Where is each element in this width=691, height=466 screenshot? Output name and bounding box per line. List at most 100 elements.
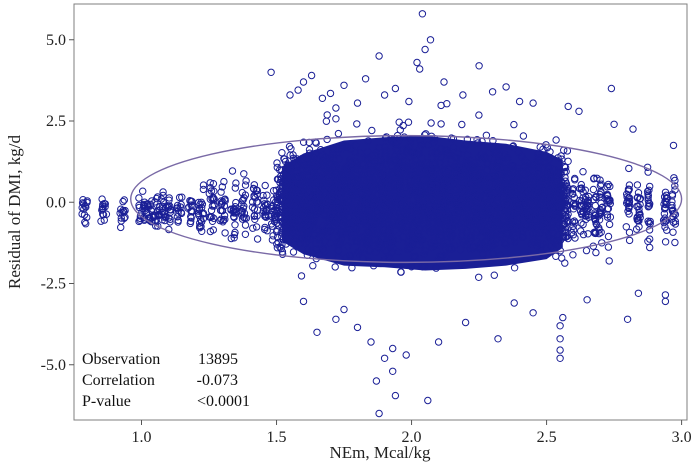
data-point bbox=[332, 315, 340, 323]
scatter-point bbox=[551, 216, 559, 224]
scatter-point bbox=[532, 230, 540, 238]
scatter-point bbox=[291, 190, 300, 198]
data-point bbox=[488, 88, 497, 96]
data-point bbox=[475, 62, 483, 70]
scatter-point bbox=[165, 194, 173, 202]
scatter-point bbox=[442, 146, 450, 154]
scatter-point bbox=[153, 193, 162, 201]
scatter-point bbox=[400, 133, 408, 141]
scatter-point bbox=[597, 180, 605, 188]
scatter-point bbox=[78, 210, 86, 218]
scatter-point bbox=[518, 168, 527, 177]
scatter-point bbox=[332, 183, 340, 191]
scatter-point bbox=[303, 183, 311, 191]
scatter-point bbox=[487, 231, 495, 239]
scatter-point bbox=[471, 205, 480, 213]
scatter-point bbox=[187, 217, 195, 226]
scatter-point bbox=[458, 192, 466, 200]
data-point bbox=[380, 354, 389, 362]
scatter-point bbox=[623, 190, 631, 198]
scatter-point bbox=[291, 199, 300, 207]
scatter-point bbox=[449, 213, 457, 221]
scatter-point bbox=[458, 120, 466, 129]
data-point bbox=[424, 396, 432, 405]
scatter-point bbox=[645, 199, 653, 207]
scatter-point bbox=[381, 152, 389, 160]
scatter-point bbox=[379, 224, 387, 233]
scatter-point bbox=[410, 150, 418, 158]
scatter-point bbox=[539, 240, 547, 248]
scatter-point bbox=[468, 168, 477, 176]
scatter-point bbox=[571, 234, 579, 242]
scatter-point bbox=[377, 207, 386, 215]
scatter-point bbox=[646, 182, 654, 191]
scatter-point bbox=[208, 217, 217, 226]
scatter-point bbox=[589, 185, 598, 194]
scatter-point bbox=[300, 217, 308, 226]
scatter-point bbox=[206, 227, 215, 236]
scatter-point bbox=[348, 159, 356, 167]
scatter-point bbox=[289, 218, 298, 226]
scatter-point bbox=[645, 186, 653, 195]
scatter-point bbox=[82, 220, 90, 228]
scatter-point bbox=[478, 155, 486, 164]
scatter-point bbox=[305, 145, 314, 154]
scatter-point bbox=[417, 176, 426, 184]
data-point bbox=[313, 328, 321, 336]
y-axis-title: Residual of DMI, kg/d bbox=[5, 135, 24, 289]
scatter-point bbox=[174, 218, 182, 226]
scatter-point bbox=[339, 200, 348, 209]
scatter-point bbox=[312, 240, 320, 248]
scatter-point bbox=[252, 223, 261, 231]
scatter-point bbox=[401, 157, 410, 165]
scatter-point bbox=[267, 220, 276, 228]
scatter-point bbox=[305, 149, 314, 157]
scatter-point bbox=[420, 168, 429, 176]
scatter-point bbox=[209, 180, 218, 188]
data-point bbox=[440, 78, 448, 86]
scatter-point bbox=[463, 207, 471, 215]
scatter-point bbox=[195, 211, 203, 220]
scatter-point bbox=[370, 221, 379, 230]
scatter-point bbox=[229, 207, 238, 216]
scatter-point bbox=[633, 202, 641, 211]
scatter-point bbox=[473, 204, 482, 212]
scatter-point bbox=[461, 141, 469, 150]
scatter-point bbox=[163, 202, 171, 210]
scatter-point bbox=[577, 180, 585, 189]
scatter-point bbox=[394, 235, 403, 244]
scatter-point bbox=[377, 161, 386, 170]
scatter-point bbox=[475, 273, 483, 281]
scatter-point bbox=[592, 248, 600, 257]
scatter-point bbox=[366, 174, 374, 183]
scatter-point bbox=[322, 117, 331, 125]
scatter-point bbox=[311, 230, 319, 239]
scatter-point bbox=[331, 263, 339, 271]
scatter-point bbox=[486, 257, 494, 265]
data-point bbox=[629, 125, 637, 133]
scatter-point bbox=[199, 209, 208, 217]
scatter-point bbox=[539, 218, 548, 227]
scatter-point bbox=[514, 225, 522, 234]
scatter-point bbox=[346, 251, 354, 260]
scatter-point bbox=[298, 155, 306, 163]
scatter-point bbox=[327, 193, 335, 201]
scatter-point bbox=[319, 227, 327, 236]
scatter-point bbox=[447, 151, 455, 159]
scatter-point bbox=[376, 185, 384, 193]
scatter-point bbox=[595, 216, 604, 224]
scatter-point bbox=[493, 177, 501, 185]
scatter-point bbox=[472, 180, 480, 189]
scatter-point bbox=[426, 206, 434, 215]
scatter-point bbox=[197, 223, 205, 231]
scatter-point bbox=[346, 204, 355, 212]
scatter-point bbox=[221, 197, 229, 205]
scatter-point bbox=[421, 131, 429, 139]
scatter-point bbox=[375, 163, 384, 171]
scatter-point bbox=[520, 221, 529, 230]
scatter-point bbox=[159, 188, 167, 196]
scatter-point bbox=[364, 148, 372, 156]
scatter-point bbox=[421, 247, 429, 255]
data-point bbox=[391, 391, 400, 400]
scatter-point bbox=[562, 180, 571, 188]
